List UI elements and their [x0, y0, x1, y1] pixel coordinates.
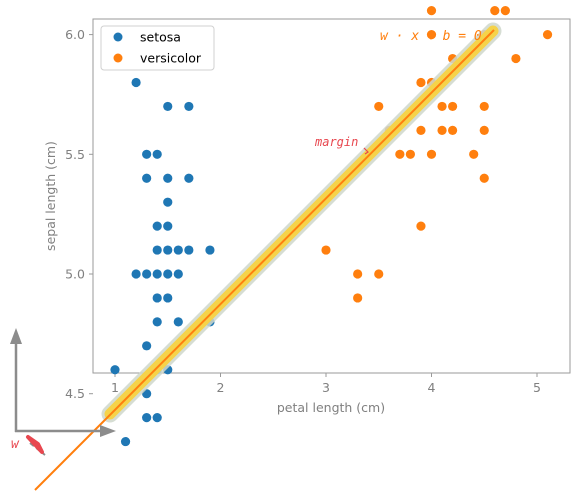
data-point-versicolor — [479, 101, 489, 112]
data-point-versicolor — [321, 245, 331, 255]
data-point-setosa — [131, 77, 141, 88]
x-tick-label: 2 — [217, 380, 225, 395]
data-point-setosa — [184, 245, 194, 255]
data-point-setosa — [173, 269, 183, 279]
decision-boundary — [34, 22, 502, 491]
hyperplane-line — [34, 29, 495, 491]
horizontal-arrowhead-icon — [100, 425, 116, 437]
data-point-versicolor — [395, 149, 405, 159]
data-point-setosa — [163, 197, 173, 207]
data-point-setosa — [184, 173, 194, 183]
data-point-setosa — [152, 293, 162, 303]
data-point-versicolor — [416, 77, 426, 88]
data-point-versicolor — [437, 125, 447, 135]
x-axis-label: petal length (cm) — [277, 400, 385, 415]
x-tick-label: 3 — [322, 380, 330, 395]
x-tick-label: 4 — [428, 380, 436, 395]
vertical-arrowhead-icon — [10, 328, 22, 344]
data-point-versicolor — [469, 149, 479, 159]
legend-marker-versicolor — [113, 53, 123, 63]
data-point-versicolor — [374, 101, 384, 112]
data-point-setosa — [152, 221, 162, 231]
normal-vector: w — [11, 435, 46, 456]
data-point-versicolor — [542, 29, 553, 40]
data-point-versicolor — [405, 149, 415, 159]
data-point-setosa — [163, 293, 173, 303]
legend-box — [100, 25, 215, 71]
data-point-versicolor — [448, 125, 458, 135]
data-point-versicolor — [479, 173, 489, 183]
data-point-setosa — [142, 173, 152, 183]
normal-vector-arrowhead-icon — [26, 435, 44, 454]
y-axis-label: sepal length (cm) — [43, 141, 58, 251]
data-point-versicolor — [416, 125, 426, 135]
data-point-versicolor — [437, 101, 447, 112]
data-point-versicolor — [426, 149, 437, 159]
margin-pointer — [363, 147, 369, 155]
data-point-setosa — [163, 101, 173, 112]
legend-label-versicolor: versicolor — [140, 51, 202, 66]
data-point-versicolor — [416, 221, 426, 231]
data-point-setosa — [184, 101, 194, 112]
data-point-setosa — [120, 436, 131, 447]
data-point-versicolor — [353, 269, 363, 279]
data-point-versicolor — [500, 6, 510, 16]
data-point-setosa — [152, 413, 162, 423]
normal-vector-label: w — [11, 437, 20, 452]
data-point-setosa — [173, 317, 183, 327]
data-point-setosa — [163, 245, 173, 255]
data-point-setosa — [152, 269, 162, 279]
y-tick-label: 4.5 — [65, 386, 85, 401]
data-point-setosa — [142, 413, 152, 423]
data-point-versicolor — [353, 293, 363, 303]
legend-marker-setosa — [113, 32, 123, 42]
data-point-setosa — [152, 317, 162, 327]
data-point-versicolor — [490, 6, 500, 16]
data-point-setosa — [163, 173, 173, 183]
data-point-setosa — [163, 221, 173, 231]
data-point-setosa — [142, 149, 152, 159]
data-point-versicolor — [511, 53, 521, 64]
y-tick-label: 5.0 — [65, 267, 85, 282]
x-tick-label: 5 — [533, 380, 541, 395]
data-point-versicolor — [426, 29, 437, 40]
data-point-setosa — [152, 149, 162, 159]
y-tick-label: 6.0 — [65, 27, 85, 42]
hyperplane-equation-label: w · x + b = 0 — [380, 29, 482, 44]
y-tick-label: 5.5 — [65, 147, 85, 162]
data-point-versicolor — [448, 101, 458, 112]
data-point-setosa — [163, 269, 173, 279]
data-point-versicolor — [374, 269, 384, 279]
data-point-setosa — [152, 245, 162, 255]
x-tick-label: 1 — [111, 380, 119, 395]
data-point-versicolor — [479, 125, 489, 135]
data-point-setosa — [142, 269, 152, 279]
legend: setosa versicolor — [100, 25, 215, 71]
data-point-setosa — [131, 269, 141, 279]
coordinate-axes — [10, 328, 116, 437]
data-point-setosa — [173, 245, 183, 255]
data-point-versicolor — [426, 6, 437, 16]
data-point-setosa — [110, 365, 120, 375]
legend-label-setosa: setosa — [140, 30, 181, 45]
margin-label: margin — [314, 135, 358, 149]
data-point-setosa — [205, 245, 215, 255]
data-point-setosa — [142, 341, 152, 351]
